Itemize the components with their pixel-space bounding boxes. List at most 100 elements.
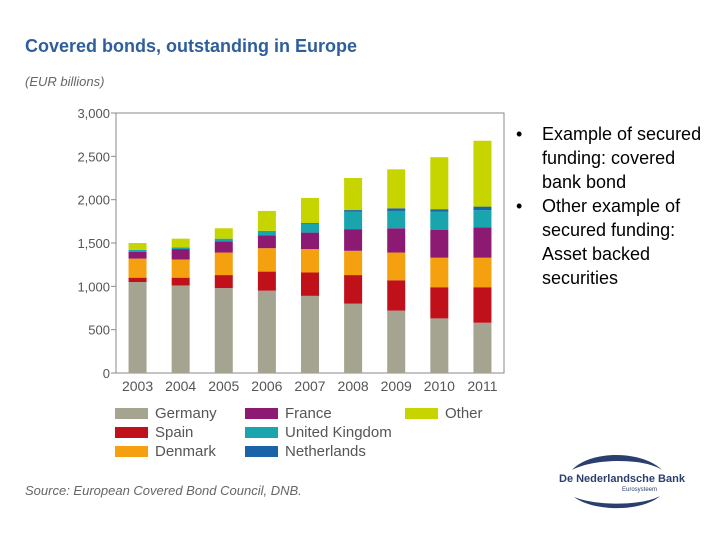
bar-segment-united-kingdom — [257, 230, 276, 236]
stacked-bar-chart: 0 500 1,000 1,500 2,000 2,500 3,000 2003 2004 200… — [77, 106, 505, 394]
bar-segment-germany — [430, 318, 449, 373]
bar-segment-other — [344, 178, 363, 211]
bar-segment-netherlands — [473, 206, 492, 211]
bar-segment-other — [171, 238, 190, 248]
bar-segment-spain — [387, 280, 406, 311]
legend-swatch — [115, 408, 148, 419]
bar-segment-germany — [214, 288, 233, 373]
bar-segment-spain — [214, 275, 233, 289]
bar-segment-united-kingdom — [171, 247, 190, 250]
legend-swatch — [245, 446, 278, 457]
legend-item: Denmark — [115, 443, 216, 460]
legend-item: Germany — [115, 405, 217, 422]
bar-segment-netherlands — [301, 223, 319, 224]
y-tick-label: 1,000 — [77, 279, 110, 294]
x-tick-label: 2010 — [424, 378, 455, 394]
bar-segment-france — [257, 235, 276, 249]
legend-swatch — [405, 408, 438, 419]
bar-segment-france — [214, 241, 233, 253]
legend-label: Denmark — [155, 443, 216, 460]
legend-label: Netherlands — [285, 443, 366, 460]
bar-segment-denmark — [128, 258, 147, 278]
x-tick-label: 2008 — [338, 378, 369, 394]
bar-segment-france — [171, 249, 190, 260]
bar-segment-other — [387, 169, 406, 209]
chart-title: Covered bonds, outstanding in Europe — [25, 36, 358, 56]
bar-segment-germany — [257, 290, 276, 373]
bar-segment-germany — [171, 285, 190, 373]
bar-segment-netherlands — [387, 208, 406, 211]
bar-segment-denmark — [344, 250, 363, 276]
x-tick-label: 2004 — [165, 378, 196, 394]
bullet-text: Other example of secured funding: Asset … — [542, 196, 681, 288]
y-tick-label: 2,500 — [77, 149, 110, 164]
bar-segment-france — [473, 227, 492, 258]
bar-segment-spain — [171, 277, 190, 286]
bar-segment-germany — [128, 282, 147, 373]
bar-segment-france — [128, 251, 147, 259]
bar-segment-germany — [387, 310, 406, 373]
legend-label: France — [285, 405, 332, 422]
bar-segment-germany — [301, 295, 319, 373]
legend-item: France — [245, 405, 332, 422]
y-tick-label: 1,500 — [77, 236, 110, 251]
legend-item: United Kingdom — [245, 424, 392, 441]
bar-segment-denmark — [171, 259, 190, 278]
legend-label: Germany — [155, 405, 217, 422]
bullet-marker: • — [516, 124, 523, 144]
y-tick-label: 2,000 — [77, 193, 110, 208]
x-tick-label: 2003 — [122, 378, 153, 394]
bar-segment-united-kingdom — [301, 223, 319, 233]
bar-segment-denmark — [214, 252, 233, 276]
bar-segment-france — [301, 232, 319, 250]
bullet-marker: • — [516, 196, 523, 216]
x-tick-label: 2009 — [381, 378, 412, 394]
chart-legend: Germany Spain Denmark France United Kingdom N… — [115, 405, 515, 465]
legend-swatch — [245, 427, 278, 438]
bar-segment-denmark — [387, 252, 406, 281]
bar-segment-netherlands — [430, 209, 449, 212]
legend-item: Spain — [115, 424, 193, 441]
legend-item: Netherlands — [245, 443, 366, 460]
x-tick-label: 2007 — [294, 378, 325, 394]
logo-name: De Nederlandsche Bank — [559, 473, 685, 485]
y-tick-label: 3,000 — [77, 106, 110, 121]
logo-swoosh-icon — [572, 455, 662, 509]
legend-swatch — [115, 446, 148, 457]
bar-segment-other — [257, 210, 276, 231]
bullet-item: • Other example of secured funding: Asset… — [512, 194, 712, 290]
y-tick-label: 0 — [103, 366, 110, 381]
legend-label: Other — [445, 405, 483, 422]
bar-segment-other — [128, 243, 147, 250]
x-tick-label: 2006 — [251, 378, 282, 394]
logo-subtitle: Eurosysteem — [622, 487, 658, 493]
bullet-text: Example of secured funding: covered bank… — [542, 124, 702, 192]
bar-segment-other — [430, 157, 449, 210]
legend-swatch — [245, 408, 278, 419]
bar-segment-france — [387, 228, 406, 253]
bullet-list: • Example of secured funding: covered ban… — [512, 122, 712, 290]
y-tick-label: 500 — [88, 323, 110, 338]
bar-segment-spain — [473, 287, 492, 323]
unit-label: (EUR billions) — [25, 74, 105, 89]
bar-segment-netherlands — [344, 210, 363, 212]
x-tick-label: 2005 — [208, 378, 239, 394]
bar-segment-france — [430, 230, 449, 258]
bar-segment-other — [214, 228, 233, 239]
bar-segment-denmark — [301, 249, 319, 273]
bar-segment-other — [473, 140, 492, 207]
bar-segment-denmark — [473, 257, 492, 288]
bar-segment-united-kingdom — [214, 238, 233, 242]
bar-segment-germany — [344, 303, 363, 373]
bar-segment-united-kingdom — [430, 211, 449, 230]
bar-segment-france — [344, 229, 363, 251]
x-tick-label: 2011 — [467, 378, 497, 394]
bar-segment-denmark — [430, 257, 449, 288]
bar-segment-germany — [473, 322, 492, 373]
dnb-logo: De Nederlandsche Bank Eurosysteem — [550, 452, 690, 512]
legend-label: United Kingdom — [285, 424, 392, 441]
bar-segment-spain — [430, 287, 449, 319]
bar-segment-united-kingdom — [473, 210, 492, 228]
bar-segment-spain — [128, 277, 147, 282]
bar-segment-spain — [257, 271, 276, 291]
